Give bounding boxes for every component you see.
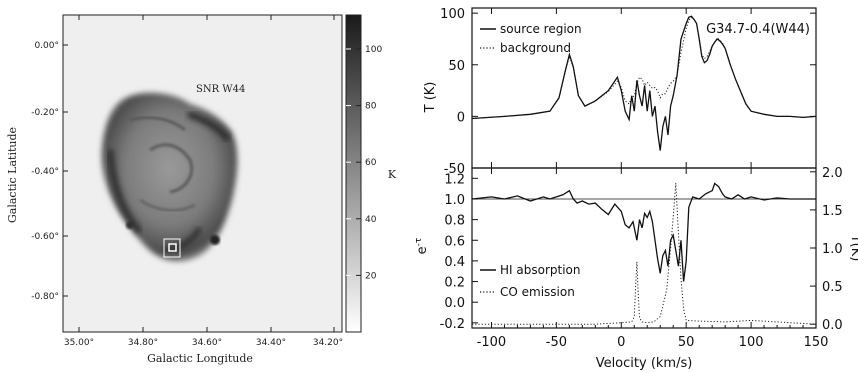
x-tick-label: 100: [739, 335, 764, 350]
region-box-outer: [163, 238, 181, 258]
bottom-ticks: -0.2 0.0 0.2 0.4 0.6 0.8 1.0 1.2 0.0 0.5 1.0 1.5 2.0…: [440, 166, 843, 350]
top-y-axis-title: T (K): [423, 82, 438, 114]
colorbar: 20 40 60 80 100 K: [345, 14, 397, 333]
colorbar-tick-label: 100: [365, 45, 382, 55]
legend-label: background: [500, 41, 571, 55]
y-tick-label: -50: [444, 162, 465, 177]
bottom-x-axis-title: Velocity (km/s): [596, 356, 693, 371]
exponent: -τ: [414, 238, 424, 247]
y-tick-label: 0.8: [444, 214, 465, 229]
y-tick-label: 1.0: [444, 193, 465, 208]
top-y-ticks: -50 0 50 100: [440, 7, 817, 177]
y-tick-label: -0.2: [440, 317, 465, 332]
x-tick-label: 34.20°: [313, 338, 343, 348]
y2-tick-label: 1.0: [822, 242, 843, 257]
bottom-y-axis-title: e-τ: [414, 238, 430, 255]
y-tick-label: -0.80°: [31, 292, 59, 302]
spectrum-panel-top: -50 0 50 100 G34.7-0.4(W44) source region b…: [423, 7, 817, 177]
sky-image-panel: SNR W44 35.00° 34.80° 34.60° 34.40° 34.2…: [6, 14, 343, 365]
x-tick-label: 34.40°: [256, 338, 286, 348]
colorbar-tick-label: 40: [365, 215, 377, 225]
y-tick-label: 1.2: [444, 172, 465, 187]
x-axis-title: Galactic Longitude: [147, 352, 253, 365]
colorbar-label: K: [388, 168, 397, 181]
plot-title: G34.7-0.4(W44): [706, 22, 810, 37]
y-tick-label: -0.40°: [31, 167, 59, 177]
y-ticks: 0.00° -0.20° -0.40° -0.60° -0.80°: [31, 41, 68, 302]
y2-tick-label: 0.0: [822, 318, 843, 333]
colorbar-ticks: 20 40 60 80 100: [346, 45, 382, 281]
colorbar-tick-label: 60: [365, 158, 377, 168]
y-tick-label: -0.60°: [31, 232, 59, 242]
y2-tick-label: 0.5: [822, 280, 843, 295]
y2-tick-label: 1.5: [822, 204, 843, 219]
y-tick-label: 100: [440, 7, 465, 22]
y-tick-label: -0.20°: [31, 108, 59, 118]
y-tick-label: 0: [457, 110, 465, 125]
colorbar-gradient: [345, 14, 362, 333]
x-tick-label: 34.60°: [192, 338, 222, 348]
source-annotation: SNR W44: [196, 84, 245, 95]
x-ticks: 35.00° 34.80° 34.60° 34.40° 34.20°: [64, 15, 343, 348]
bottom-plot-frame: [471, 167, 817, 329]
region-box-inner: [168, 243, 177, 252]
legend-label: CO emission: [500, 285, 575, 299]
y-tick-label: 0.6: [444, 234, 465, 249]
x-tick-label: 35.00°: [64, 338, 94, 348]
y-tick-label: 0.00°: [34, 41, 59, 51]
bottom-y2-axis-title: T(K): [848, 234, 858, 262]
legend-label: source region: [500, 22, 582, 36]
y-tick-label: 0.2: [444, 276, 465, 291]
x-tick-label: 150: [804, 335, 829, 350]
x-tick-label: -50: [546, 335, 567, 350]
x-tick-label: 34.80°: [128, 338, 158, 348]
y-axis-title: Galactic Latitude: [6, 127, 19, 223]
y-tick-label: 50: [448, 59, 465, 74]
hi-absorption-line: [471, 182, 816, 282]
co-emission-line: [472, 183, 817, 325]
colorbar-tick-label: 20: [365, 271, 377, 281]
y-tick-label: 0.0: [444, 296, 465, 311]
y2-tick-label: 2.0: [822, 166, 843, 181]
source-spectrum-line: [471, 15, 817, 151]
spectrum-panel-bottom: -0.2 0.0 0.2 0.4 0.6 0.8 1.0 1.2 0.0 0.5 1.0 1.5 2.0…: [414, 166, 858, 371]
colorbar-tick-label: 80: [365, 102, 377, 112]
x-tick-label: 0: [617, 335, 625, 350]
y-tick-label: 0.4: [444, 255, 465, 270]
bottom-legend: HI absorption CO emission: [480, 263, 580, 299]
legend-label: HI absorption: [500, 263, 580, 277]
top-legend: source region background: [480, 22, 582, 55]
x-tick-label: 50: [678, 335, 695, 350]
remnant-shell: [101, 92, 238, 262]
x-tick-label: -100: [477, 335, 507, 350]
